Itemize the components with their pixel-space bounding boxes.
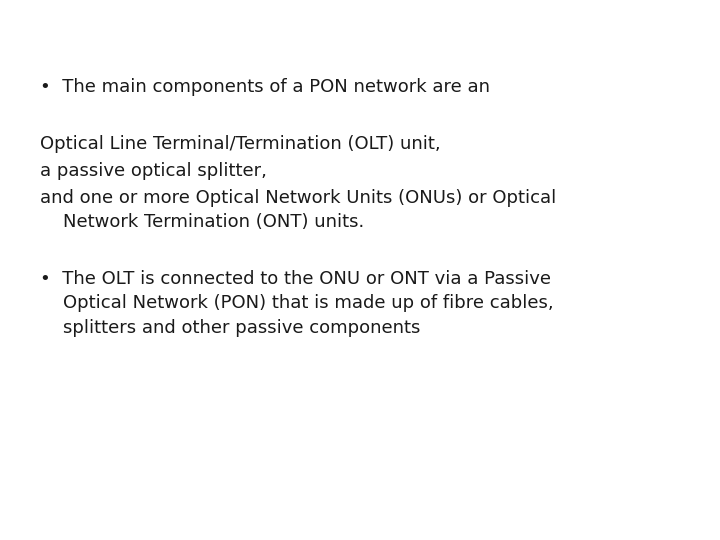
Text: Optical Network (PON) that is made up of fibre cables,: Optical Network (PON) that is made up of…: [40, 294, 553, 312]
Text: splitters and other passive components: splitters and other passive components: [40, 319, 420, 336]
Text: and one or more Optical Network Units (ONUs) or Optical: and one or more Optical Network Units (O…: [40, 189, 556, 207]
Text: •  The main components of a PON network are an: • The main components of a PON network a…: [40, 78, 490, 96]
Text: a passive optical splitter,: a passive optical splitter,: [40, 162, 266, 180]
Text: •  The OLT is connected to the ONU or ONT via a Passive: • The OLT is connected to the ONU or ONT…: [40, 270, 551, 288]
Text: Optical Line Terminal/Termination (OLT) unit,: Optical Line Terminal/Termination (OLT) …: [40, 135, 440, 153]
Text: Network Termination (ONT) units.: Network Termination (ONT) units.: [40, 213, 364, 231]
